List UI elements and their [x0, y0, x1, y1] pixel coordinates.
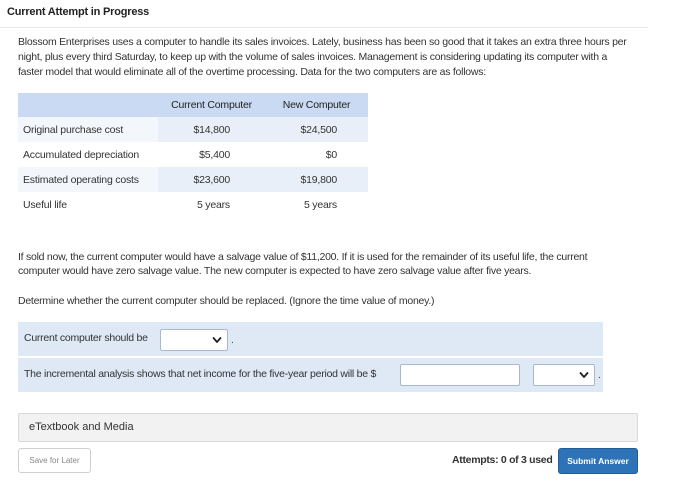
- current-value: $14,800: [158, 117, 265, 142]
- row-label: Accumulated depreciation: [18, 142, 158, 167]
- table-header-row: Current Computer New Computer: [18, 93, 368, 117]
- row-label: Original purchase cost: [18, 117, 158, 142]
- table-row: Original purchase cost $14,800 $24,500: [18, 117, 368, 142]
- decision-label: Current computer should be: [24, 332, 148, 344]
- problem-intro: Blossom Enterprises uses a computer to h…: [18, 36, 627, 78]
- save-for-later-button[interactable]: Save for Later: [18, 448, 91, 473]
- row-label: Useful life: [18, 192, 158, 217]
- submit-answer-button[interactable]: Submit Answer: [558, 448, 638, 474]
- row-label: Estimated operating costs: [18, 167, 158, 192]
- etextbook-media-label: eTextbook and Media: [29, 421, 134, 433]
- table-header-current: Current Computer: [158, 93, 265, 117]
- table-header-blank: [18, 93, 158, 117]
- attempts-counter: Attempts: 0 of 3 used: [452, 454, 553, 466]
- table-header-new: New Computer: [265, 93, 368, 117]
- answer-row-decision: Current computer should be .: [18, 322, 603, 356]
- net-income-direction-select[interactable]: [533, 364, 595, 386]
- current-value: $5,400: [158, 142, 265, 167]
- instruction-paragraph: Determine whether the current computer s…: [18, 295, 435, 307]
- salvage-paragraph: If sold now, the current computer would …: [18, 251, 588, 277]
- comparison-table: Current Computer New Computer Original p…: [18, 93, 368, 217]
- decision-suffix: .: [231, 335, 234, 346]
- new-value: $19,800: [265, 167, 368, 192]
- net-income-input[interactable]: [400, 364, 520, 386]
- new-value: $24,500: [265, 117, 368, 142]
- page-title: Current Attempt in Progress: [7, 6, 150, 18]
- answer-row-net-income: The incremental analysis shows that net …: [18, 358, 603, 392]
- decision-select[interactable]: [160, 329, 228, 351]
- chevron-down-icon: [579, 372, 589, 378]
- net-income-suffix: .: [598, 370, 601, 381]
- etextbook-media-panel[interactable]: eTextbook and Media: [18, 413, 638, 442]
- current-value: $23,600: [158, 167, 265, 192]
- table-row: Accumulated depreciation $5,400 $0: [18, 142, 368, 167]
- header-bar: Current Attempt in Progress: [0, 0, 648, 28]
- new-value: $0: [265, 142, 368, 167]
- current-value: 5 years: [158, 192, 265, 217]
- table-row: Useful life 5 years 5 years: [18, 192, 368, 217]
- net-income-label: The incremental analysis shows that net …: [24, 368, 377, 380]
- chevron-down-icon: [212, 337, 222, 343]
- table-row: Estimated operating costs $23,600 $19,80…: [18, 167, 368, 192]
- new-value: 5 years: [265, 192, 368, 217]
